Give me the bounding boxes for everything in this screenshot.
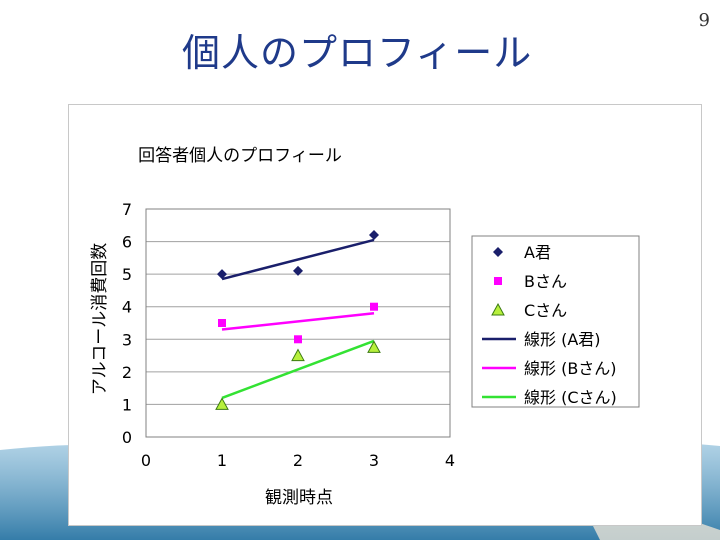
data-point xyxy=(367,340,381,353)
legend-marker xyxy=(493,247,503,257)
data-point xyxy=(217,269,227,280)
y-tick-label: 2 xyxy=(122,363,132,382)
data-markers xyxy=(215,230,381,410)
legend-label: Cさん xyxy=(524,301,567,320)
trendline xyxy=(221,238,375,281)
chart-frame: 回答者個人のプロフィール 0 1 2 3 4 5 6 7 0 1 2 3 4 観測時点 アルコール消費… xyxy=(68,104,702,526)
y-tick-label: 5 xyxy=(122,265,132,284)
chart: 回答者個人のプロフィール 0 1 2 3 4 5 6 7 0 1 2 3 4 観測時点 アルコール消費… xyxy=(90,146,640,508)
legend-label: 線形 (Bさん) xyxy=(524,359,617,378)
legend-label: Bさん xyxy=(524,272,567,291)
y-axis-label: アルコール消費回数 xyxy=(90,243,110,396)
y-tick-label: 6 xyxy=(122,233,132,252)
y-tick-label: 4 xyxy=(122,298,132,317)
legend-box xyxy=(471,235,640,408)
x-tick-label: 4 xyxy=(445,451,455,470)
data-point xyxy=(370,302,378,311)
legend-label: 線形 (A君) xyxy=(524,330,601,349)
chart-title: 回答者個人のプロフィール xyxy=(138,146,342,166)
x-tick-label: 2 xyxy=(293,451,303,470)
y-axis-ticks: 0 1 2 3 4 5 6 7 xyxy=(122,200,132,447)
legend-marker xyxy=(494,277,502,285)
trendlines xyxy=(221,238,375,400)
y-tick-label: 7 xyxy=(122,200,132,219)
x-tick-label: 3 xyxy=(369,451,379,470)
data-point xyxy=(291,348,305,362)
plot-area-border xyxy=(145,208,451,438)
data-point xyxy=(294,335,302,344)
y-tick-label: 1 xyxy=(122,395,132,414)
x-tick-label: 1 xyxy=(217,451,227,470)
trendline xyxy=(221,339,375,400)
legend-label: 線形 (Cさん) xyxy=(524,388,617,407)
data-point xyxy=(218,319,226,327)
legend-marker xyxy=(491,302,505,316)
x-axis-ticks: 0 1 2 3 4 xyxy=(141,451,455,470)
slide-title: 個人のプロフィール xyxy=(182,31,533,75)
legend-label: A君 xyxy=(524,243,551,262)
x-axis-label: 観測時点 xyxy=(265,488,333,508)
y-tick-label: 3 xyxy=(122,330,132,349)
trendline xyxy=(221,311,375,331)
data-point xyxy=(369,230,379,241)
data-point xyxy=(215,397,229,410)
x-tick-label: 0 xyxy=(141,451,151,470)
page-number: 9 xyxy=(698,10,710,31)
y-tick-label: 0 xyxy=(122,428,132,447)
data-point xyxy=(293,265,303,276)
